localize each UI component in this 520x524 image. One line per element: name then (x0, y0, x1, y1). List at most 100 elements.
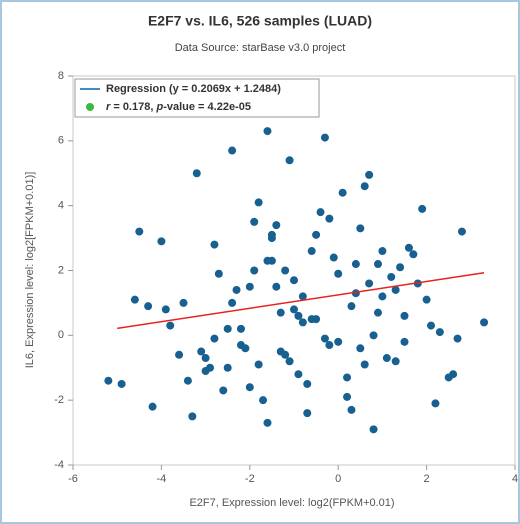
scatter-point (267, 230, 276, 239)
scatter-point (272, 282, 281, 291)
scatter-point (259, 396, 268, 405)
scatter-point (276, 347, 285, 356)
scatter-point (175, 350, 184, 359)
scatter-point (307, 247, 316, 256)
scatter-point (356, 344, 365, 353)
scatter-point (422, 295, 431, 304)
legend-text-part: = 0.178, (110, 101, 156, 113)
scatter-point (369, 331, 378, 340)
x-tick-label: 4 (512, 473, 518, 485)
scatter-point (360, 182, 369, 191)
y-tick-label: 6 (58, 135, 64, 147)
scatter-point (400, 311, 409, 320)
scatter-point (197, 347, 206, 356)
scatter-point (210, 240, 219, 249)
scatter-point (325, 341, 334, 350)
scatter-point (130, 295, 139, 304)
scatter-point (214, 269, 223, 278)
scatter-point (232, 285, 241, 294)
scatter-point (378, 292, 387, 301)
y-tick-label: -4 (54, 459, 64, 471)
y-axis-label: IL6, Expression level: log2[FPKM+0.01)] (24, 172, 36, 369)
scatter-point (431, 399, 440, 408)
scatter-point (206, 363, 215, 372)
scatter-point (117, 379, 126, 388)
scatter-point (228, 298, 237, 307)
scatter-point (179, 298, 188, 307)
scatter-point (369, 425, 378, 434)
scatter-point (365, 279, 374, 288)
scatter-point (298, 292, 307, 301)
scatter-point (245, 282, 254, 291)
scatter-point (183, 376, 192, 385)
scatter-point (449, 370, 458, 379)
scatter-point (250, 266, 259, 275)
scatter-point (303, 409, 312, 418)
x-tick-label: 2 (424, 473, 430, 485)
scatter-point (325, 214, 334, 223)
scatter-point (228, 146, 237, 155)
scatter-point (404, 243, 413, 252)
x-tick-label: -4 (157, 473, 167, 485)
scatter-point (435, 328, 444, 337)
scatter-point (135, 227, 144, 236)
scatter-point (365, 170, 374, 179)
scatter-point (148, 402, 157, 411)
scatter-point (329, 253, 338, 262)
legend-text-part: p (155, 101, 163, 113)
y-tick-label: 2 (58, 264, 64, 276)
scatter-point (351, 260, 360, 269)
scatter-point (192, 169, 201, 178)
scatter-point (347, 405, 356, 414)
scatter-point (290, 276, 298, 285)
scatter-point (294, 311, 303, 320)
scatter-point (236, 324, 245, 333)
legend-text-part: -value = 4.22e-05 (163, 101, 251, 113)
y-tick-label: 0 (58, 329, 64, 341)
scatter-point (219, 386, 228, 395)
scatter-point (223, 363, 232, 372)
scatter-point (343, 373, 352, 382)
scatter-point (396, 263, 405, 272)
scatter-point (161, 305, 170, 314)
scatter-point (254, 198, 263, 207)
scatter-point (347, 302, 356, 311)
scatter-point (343, 392, 352, 401)
legend-label: Regression (y = 0.2069x + 1.2484) (106, 83, 281, 95)
scatter-point (276, 308, 285, 317)
scatter-point (391, 285, 400, 294)
y-tick-label: 4 (58, 200, 64, 212)
scatter-point (272, 221, 281, 230)
scatter-point (285, 357, 294, 366)
scatter-point (210, 334, 219, 343)
scatter-point (254, 360, 263, 369)
scatter-point (285, 156, 294, 165)
scatter-point (144, 302, 153, 311)
scatter-point (188, 412, 197, 421)
scatter-point (356, 224, 365, 233)
scatter-point (338, 188, 347, 197)
scatter-point (334, 269, 343, 278)
scatter-point (480, 318, 489, 327)
chart-subtitle: Data Source: starBase v3.0 project (175, 42, 346, 54)
scatter-point (241, 344, 250, 353)
scatter-point (245, 383, 254, 392)
scatter-point (104, 376, 113, 385)
scatter-point (391, 357, 400, 366)
legend-label: r = 0.178, p-value = 4.22e-05 (106, 101, 251, 113)
scatter-point (263, 256, 272, 265)
legend-box (74, 78, 320, 118)
scatter-point (373, 260, 382, 269)
scatter-point (157, 237, 166, 246)
scatter-point (290, 305, 298, 314)
scatter-point (303, 379, 312, 388)
scatter-point (378, 247, 387, 256)
legend-text-part: r (106, 101, 111, 113)
scatter-point (400, 337, 409, 346)
scatter-point (360, 360, 369, 369)
scatter-point (201, 354, 210, 363)
y-tick-label: 8 (58, 70, 64, 82)
scatter-point (382, 354, 391, 363)
scatter-point (457, 227, 466, 236)
chart-title: E2F7 vs. IL6, 526 samples (LUAD) (148, 13, 372, 29)
